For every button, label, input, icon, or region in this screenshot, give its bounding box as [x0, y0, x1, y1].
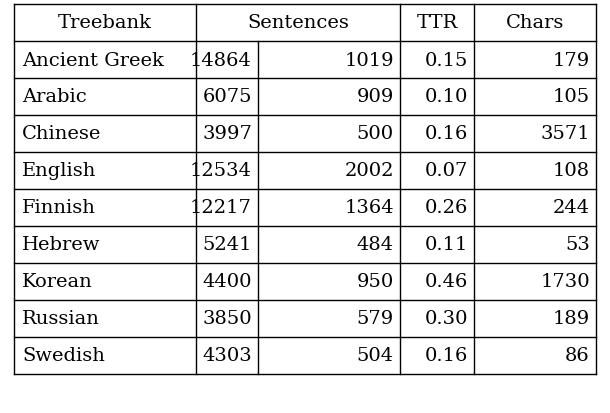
Text: 5241: 5241 [203, 236, 252, 254]
Text: 0.16: 0.16 [425, 125, 468, 143]
Text: 3997: 3997 [202, 125, 252, 143]
Text: 86: 86 [565, 347, 590, 365]
Text: 3850: 3850 [203, 310, 252, 328]
Text: 12217: 12217 [190, 199, 252, 217]
Text: 244: 244 [553, 199, 590, 217]
Text: 1730: 1730 [540, 273, 590, 291]
Text: Russian: Russian [22, 310, 100, 328]
Text: Korean: Korean [22, 273, 93, 291]
Text: 909: 909 [357, 88, 394, 106]
Text: Sentences: Sentences [247, 14, 349, 33]
Text: 500: 500 [357, 125, 394, 143]
Text: 3571: 3571 [540, 125, 590, 143]
Text: 108: 108 [553, 162, 590, 180]
Text: 579: 579 [357, 310, 394, 328]
Text: 0.30: 0.30 [425, 310, 468, 328]
Text: Ancient Greek: Ancient Greek [22, 51, 164, 69]
Text: 189: 189 [553, 310, 590, 328]
Text: 6075: 6075 [203, 88, 252, 106]
Text: TTR: TTR [416, 14, 458, 33]
Text: English: English [22, 162, 96, 180]
Text: Finnish: Finnish [22, 199, 96, 217]
Text: 0.07: 0.07 [425, 162, 468, 180]
Text: Chars: Chars [506, 14, 564, 33]
Text: 0.46: 0.46 [425, 273, 468, 291]
Text: Chinese: Chinese [22, 125, 101, 143]
Text: 4400: 4400 [203, 273, 252, 291]
Text: 0.10: 0.10 [425, 88, 468, 106]
Text: 179: 179 [553, 51, 590, 69]
Text: 950: 950 [357, 273, 394, 291]
Text: 12534: 12534 [190, 162, 252, 180]
Text: 105: 105 [553, 88, 590, 106]
Text: 0.15: 0.15 [425, 51, 468, 69]
Text: 4303: 4303 [203, 347, 252, 365]
Text: Treebank: Treebank [58, 14, 152, 33]
Text: 0.26: 0.26 [425, 199, 468, 217]
Text: Swedish: Swedish [22, 347, 105, 365]
Text: Hebrew: Hebrew [22, 236, 101, 254]
Text: 1364: 1364 [345, 199, 394, 217]
Text: 0.16: 0.16 [425, 347, 468, 365]
Text: 2002: 2002 [345, 162, 394, 180]
Text: 484: 484 [357, 236, 394, 254]
Text: 14864: 14864 [190, 51, 252, 69]
Text: 504: 504 [357, 347, 394, 365]
Text: 1019: 1019 [345, 51, 394, 69]
Text: Arabic: Arabic [22, 88, 87, 106]
Text: 53: 53 [565, 236, 590, 254]
Text: 0.11: 0.11 [425, 236, 468, 254]
